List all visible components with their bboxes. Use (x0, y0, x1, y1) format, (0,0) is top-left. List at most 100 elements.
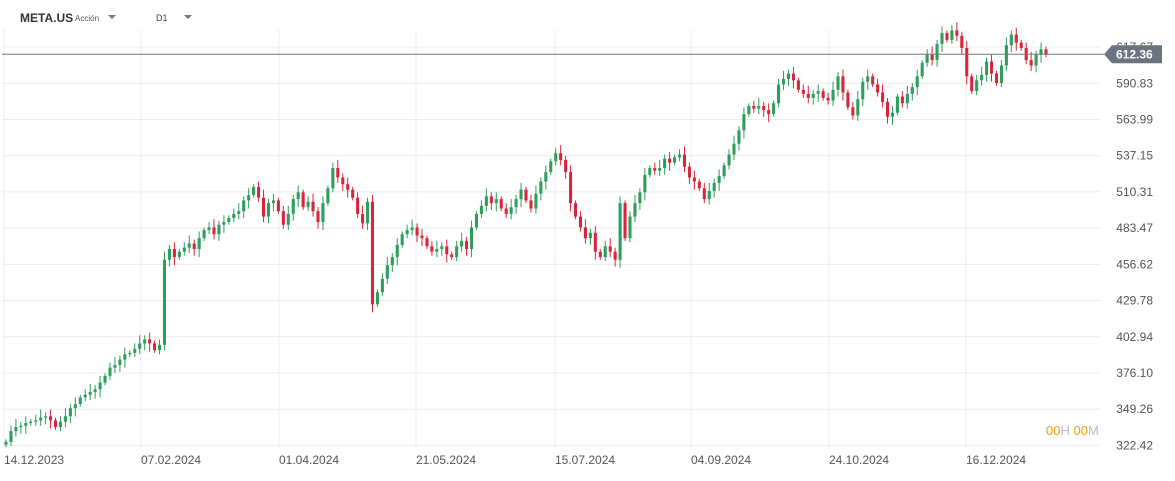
candle-body (732, 143, 736, 155)
y-tick-label: 590.83 (1116, 76, 1153, 90)
y-tick-label: 429.78 (1116, 294, 1153, 308)
candle-body (955, 30, 959, 36)
candle-body (19, 425, 23, 428)
candle-body (529, 200, 533, 209)
symbol-selector[interactable]: META.US (20, 11, 74, 25)
candle-body (935, 43, 939, 61)
candle-body (653, 168, 657, 171)
x-tick-label: 01.04.2024 (279, 453, 339, 467)
candle-body (420, 235, 424, 239)
candle-body (207, 227, 211, 231)
candle-body (316, 211, 320, 223)
candle-body (940, 33, 944, 44)
candle-body (737, 130, 741, 144)
candle-body (871, 76, 875, 85)
candle-body (162, 259, 167, 345)
candle-body (474, 213, 479, 228)
candle-body (682, 154, 687, 167)
y-tick-label: 402.94 (1116, 330, 1153, 344)
candle-body (266, 203, 271, 217)
candle-body (336, 168, 340, 178)
candle-body (593, 232, 597, 252)
candle-body (410, 227, 414, 231)
candle-body (128, 352, 132, 355)
candle-body (479, 205, 483, 214)
x-tick-label: 07.02.2024 (141, 453, 201, 467)
candle-body (271, 200, 275, 204)
candle-body (385, 265, 389, 279)
candle-body (1044, 49, 1048, 55)
candle-body (945, 33, 949, 40)
countdown-hours: 00 (1046, 423, 1061, 438)
candle-body (999, 65, 1003, 84)
candle-body (450, 254, 454, 258)
candle-body (777, 84, 781, 104)
candle-body (157, 344, 162, 351)
candle-body (133, 348, 137, 353)
timeframe-chevron-down-icon[interactable] (184, 15, 192, 19)
candle-body (197, 238, 201, 249)
candle-body (202, 230, 206, 239)
candle-body (663, 158, 667, 169)
candle-body (356, 197, 360, 214)
candle-body (920, 62, 924, 77)
candle-body (494, 199, 498, 204)
candle-body (78, 397, 82, 405)
candle-body (668, 158, 672, 163)
candle-body (276, 200, 280, 212)
candle-body (1039, 49, 1043, 55)
candle-body (772, 103, 776, 115)
candle-body (465, 240, 469, 249)
last-price-tag-bg (1104, 45, 1162, 64)
candle-body (291, 199, 295, 214)
candle-body (73, 404, 77, 409)
candle-body (425, 238, 429, 247)
candle-body (341, 177, 345, 185)
candle-body (821, 91, 825, 98)
countdown-minutes: 00 (1073, 423, 1088, 438)
y-tick-label: 456.62 (1116, 257, 1153, 271)
y-tick-label: 510.31 (1116, 185, 1153, 199)
candle-body (83, 394, 87, 398)
candle-body (98, 382, 102, 390)
candle-body (811, 93, 815, 98)
symbol-chevron-down-icon[interactable] (108, 15, 116, 19)
candle-body (212, 227, 216, 235)
timeframe-selector[interactable]: D1 (156, 13, 168, 23)
candle-body (851, 107, 855, 116)
candle-body (925, 54, 929, 63)
candle-body (49, 416, 53, 421)
candle-body (405, 230, 409, 235)
candle-body (861, 81, 865, 100)
candle-body (613, 251, 617, 260)
x-tick-label: 16.12.2024 (966, 453, 1026, 467)
candle-body (831, 89, 835, 101)
candle-body (806, 93, 810, 98)
candle-body (311, 201, 315, 212)
candle-body (232, 213, 236, 218)
candle-body (742, 114, 746, 131)
candle-body (623, 203, 627, 239)
candle-body (445, 246, 449, 255)
candle-body (890, 112, 895, 117)
candle-body (534, 193, 538, 209)
candle-body (103, 375, 107, 383)
candle-body (989, 61, 994, 74)
candle-body (673, 157, 677, 163)
candle-body (227, 217, 231, 223)
candle-body (514, 199, 518, 208)
candle-body (985, 61, 989, 75)
candle-body (281, 211, 285, 225)
candle-body (881, 92, 885, 102)
candle-body (395, 244, 399, 258)
y-tick-label: 563.99 (1116, 112, 1153, 126)
candle-body (994, 73, 999, 84)
candle-body (24, 423, 28, 426)
candle-body (633, 203, 637, 217)
candle-body (524, 189, 528, 201)
candle-body (400, 234, 404, 245)
candle-body (549, 161, 553, 173)
x-tick-label: 04.09.2024 (691, 453, 751, 467)
